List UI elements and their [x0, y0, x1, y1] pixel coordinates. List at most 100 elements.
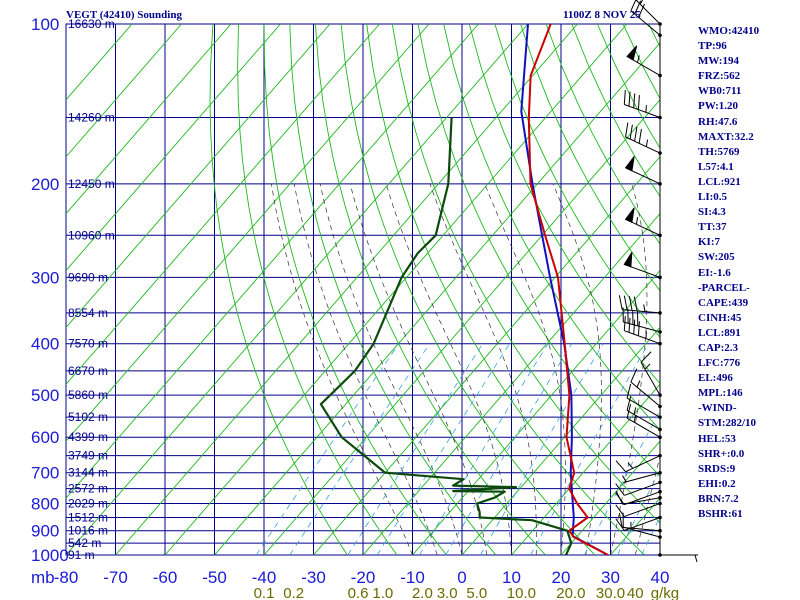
parameter-item: EL:496	[698, 372, 733, 385]
wind-barb-half-feather	[645, 105, 647, 113]
temperature-tick-label: 20	[552, 568, 571, 587]
temperature-tick-label: 30	[601, 568, 620, 587]
wind-barb	[623, 89, 662, 120]
wind-barb-origin	[658, 233, 662, 238]
mixing-ratio-label: 10.0	[507, 585, 536, 600]
temperature-tick-label: -10	[400, 568, 425, 587]
height-label: 3144 m	[68, 466, 108, 480]
parameter-item: -WIND-	[698, 402, 737, 415]
pressure-tick-label: 500	[31, 386, 59, 405]
parameter-item: EI:-1.6	[698, 266, 731, 279]
parcel-trace	[520, 24, 609, 555]
wind-barb-feather	[615, 504, 625, 517]
height-label: 14260 m	[68, 111, 115, 125]
wind-barb-half-feather	[636, 55, 640, 63]
wind-barb-staff	[626, 409, 661, 430]
height-label: 7570 m	[68, 337, 108, 351]
wind-barb-half-feather	[636, 380, 641, 388]
temperature-tick-label: 40	[651, 568, 670, 587]
wind-barb-staff	[622, 526, 661, 532]
mixing-ratio-label: 0.2	[283, 585, 304, 600]
isotherm-line	[115, 24, 578, 555]
mixing-ratio-label: 1.0	[372, 585, 393, 600]
wind-barb-origin	[658, 435, 662, 439]
wind-barb-feather	[625, 122, 629, 138]
wind-barb-feather	[615, 518, 625, 531]
dry-adiabat-line	[520, 24, 660, 292]
parameter-item: LI:0.5	[698, 191, 728, 204]
wind-barb-half-feather	[643, 304, 646, 312]
height-label: 542 m	[68, 536, 101, 550]
wind-barb-staff	[640, 361, 661, 396]
temperature-trace	[527, 24, 609, 555]
parameter-item: BRN:7.2	[698, 492, 739, 505]
mixing-ratio-label: 5.0	[466, 585, 487, 600]
wind-barb	[615, 480, 662, 496]
wind-barb-feather	[618, 295, 623, 310]
mixing-ratio-line	[347, 343, 484, 555]
mixing-ratio-label: 40	[627, 585, 644, 600]
wind-barb-origin	[658, 453, 662, 458]
isotherm-line	[263, 99, 660, 555]
wind-barb-origin	[658, 182, 662, 186]
mixing-ratio-label: 2.0	[412, 585, 433, 600]
wind-barb-half-feather	[645, 331, 647, 339]
wind-barb-staff	[624, 481, 661, 496]
mixing-ratio-label: 0.6	[348, 585, 369, 600]
wind-barb-origin	[658, 535, 662, 539]
parameter-item: -PARCEL-	[698, 281, 750, 294]
wind-barb	[623, 316, 662, 346]
wind-barb-feather	[618, 513, 623, 528]
parameter-item: WB0:711	[698, 85, 742, 98]
isotherm-line	[66, 24, 479, 499]
parameter-item: CAP:2.3	[698, 341, 739, 354]
wind-barb-feather	[628, 317, 631, 333]
wind-barb-origin	[658, 151, 662, 155]
moist-adiabat-line	[484, 183, 566, 555]
wind-barb-feather	[630, 368, 638, 383]
temperature-tick-label: -40	[252, 568, 277, 587]
pressure-unit-label: mb	[31, 568, 55, 587]
isotherm-line	[560, 440, 660, 555]
pressure-tick-label: 600	[31, 428, 59, 447]
wind-barb-origin	[658, 33, 662, 38]
wind-barb-staff	[635, 0, 661, 25]
wind-barb-feather	[615, 483, 625, 496]
pressure-tick-label: 900	[31, 522, 59, 541]
moist-adiabat-line	[385, 183, 512, 555]
temperature-tick-label: 10	[502, 568, 521, 587]
height-label: 2572 m	[68, 482, 108, 496]
dry-adiabat-line	[237, 24, 398, 555]
wind-barb-feather	[628, 91, 631, 107]
isotherm-line	[66, 24, 182, 158]
parameter-item: PW:1.20	[698, 100, 739, 113]
wind-barb-feather	[633, 319, 636, 335]
temperature-tick-label: 0	[457, 568, 466, 587]
wind-barb-origin	[658, 501, 662, 506]
wind-barb-half-feather	[622, 475, 627, 483]
wind-barb-origin	[658, 515, 662, 520]
wind-barb-pennant	[624, 207, 635, 223]
parameter-item: L57:4.1	[698, 160, 734, 173]
pressure-tick-label: 800	[31, 495, 59, 514]
wind-barb-feather	[615, 460, 626, 473]
wind-barb	[615, 453, 662, 473]
height-label: 1512 m	[68, 511, 108, 525]
wind-barb	[626, 45, 662, 78]
pressure-tick-label: 1000	[31, 546, 69, 565]
wind-barb-feather	[633, 296, 638, 311]
temperature-tick-label: -60	[153, 568, 178, 587]
isotherm-line	[511, 383, 660, 555]
moist-adiabat-line	[293, 183, 438, 555]
wind-barb-feather	[637, 321, 640, 336]
pressure-tick-label: 700	[31, 464, 59, 483]
wind-barb-staff	[624, 104, 661, 118]
wind-barb-pennant	[624, 156, 635, 172]
wind-barb	[618, 295, 662, 315]
wind-barb	[622, 307, 662, 334]
mixing-ratio-line	[530, 343, 649, 555]
wind-barb-staff	[623, 321, 661, 333]
isotherm-line	[313, 156, 660, 555]
parameter-item: EHI:0.2	[698, 477, 736, 490]
wind-barb-origin	[658, 22, 662, 26]
